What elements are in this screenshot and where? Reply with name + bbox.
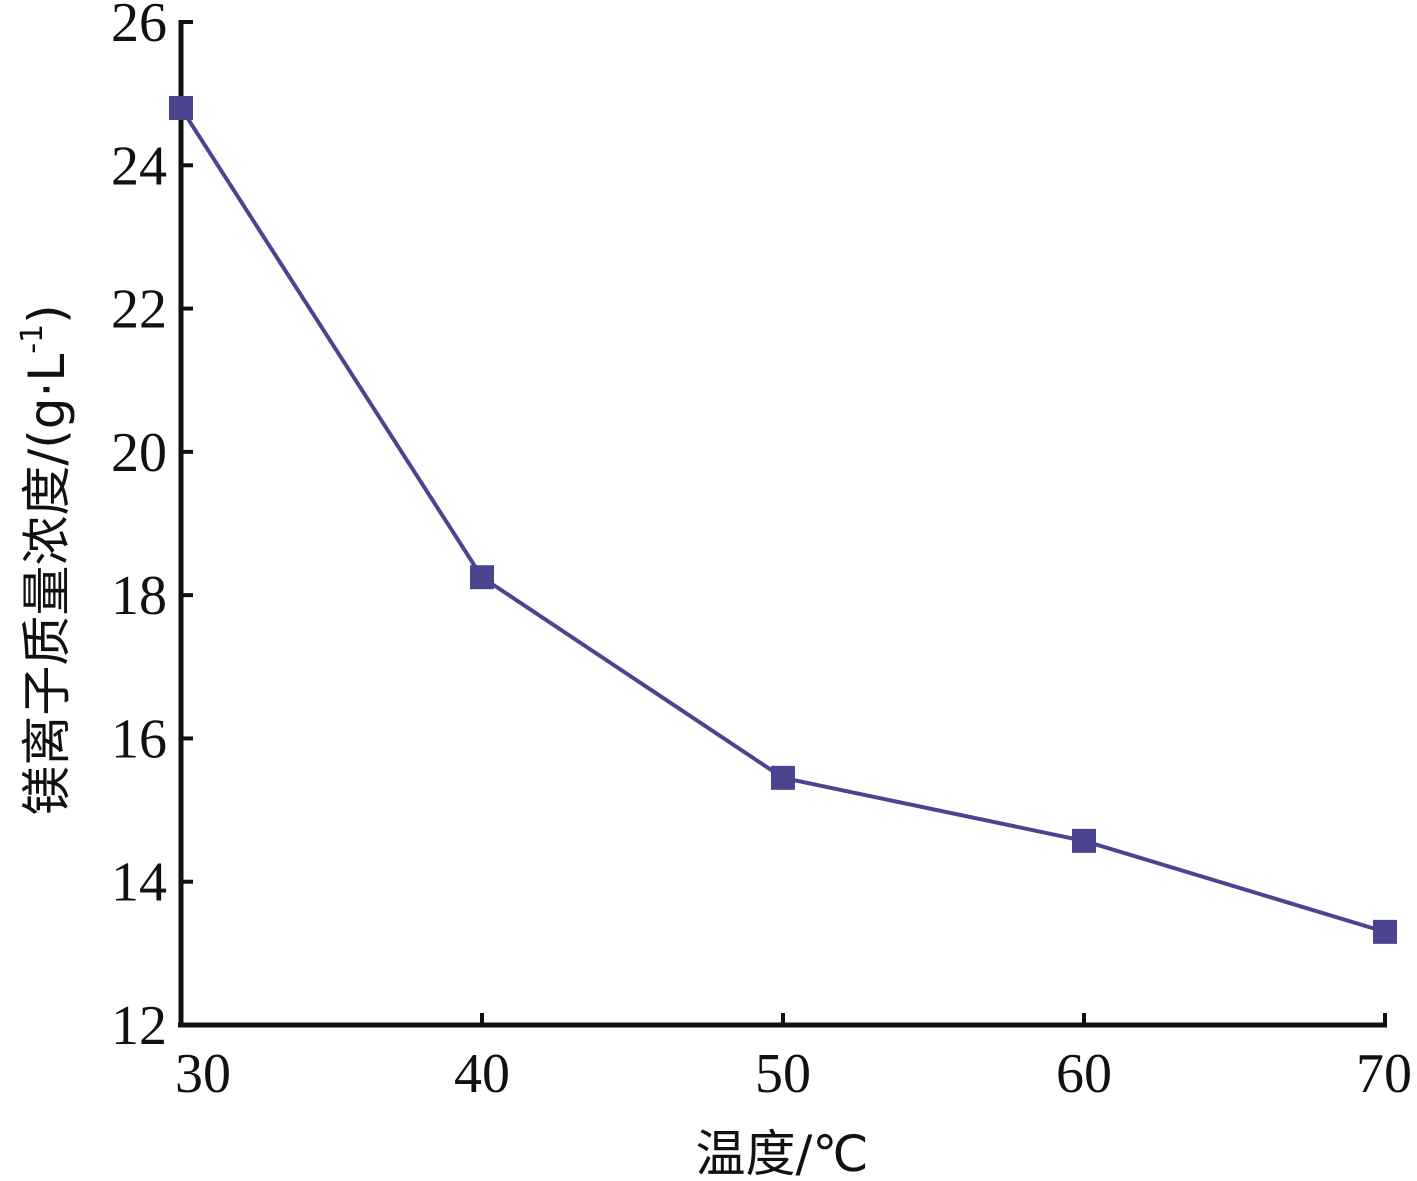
data-point bbox=[771, 765, 795, 790]
y-tick-label: 14 bbox=[111, 852, 167, 914]
y-tick-label: 18 bbox=[111, 565, 167, 627]
y-tick-label: 26 bbox=[111, 0, 167, 54]
x-tick-label: 40 bbox=[454, 1043, 510, 1105]
y-tick-label: 24 bbox=[111, 135, 167, 197]
x-tick-label: 30 bbox=[175, 1043, 231, 1105]
y-tick-label: 20 bbox=[111, 422, 167, 484]
y-tick-label: 16 bbox=[111, 708, 167, 770]
y-ticks: 12 14 16 18 20 22 24 26 bbox=[111, 0, 193, 1057]
y-tick-label: 12 bbox=[111, 995, 167, 1057]
y-axis-label-superscript: -1 bbox=[15, 324, 50, 354]
y-axis-label-main: 镁离子质量浓度/(g·L bbox=[18, 354, 76, 816]
y-tick-label: 22 bbox=[111, 279, 167, 341]
data-point bbox=[1072, 828, 1096, 853]
series-line bbox=[179, 106, 1386, 934]
x-tick-label: 50 bbox=[755, 1043, 811, 1105]
data-point bbox=[169, 95, 193, 120]
series-group bbox=[169, 95, 1397, 944]
data-point bbox=[1373, 919, 1397, 944]
data-point bbox=[470, 565, 494, 590]
x-ticks: 30 40 50 60 70 bbox=[175, 1013, 1412, 1105]
x-tick-label: 60 bbox=[1056, 1043, 1112, 1105]
x-axis-label: 温度/℃ bbox=[696, 1125, 869, 1181]
y-axis-label: 镁离子质量浓度/(g·L-1) bbox=[15, 304, 76, 815]
x-tick-label: 70 bbox=[1356, 1043, 1412, 1105]
y-axis-label-close: ) bbox=[18, 304, 76, 324]
